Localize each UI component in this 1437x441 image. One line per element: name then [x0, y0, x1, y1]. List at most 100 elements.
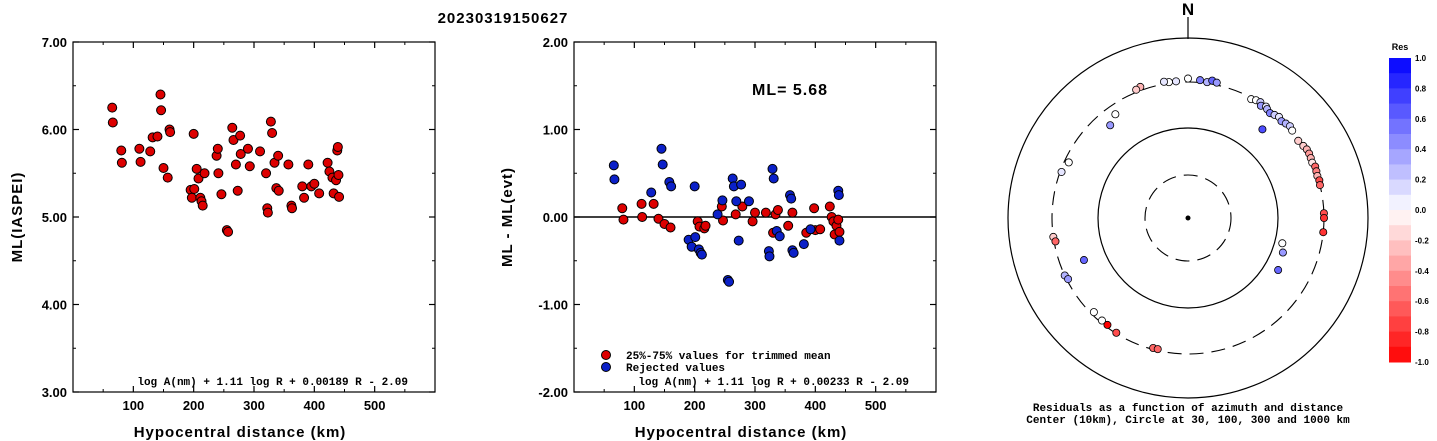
colorbar-title: Res — [1392, 42, 1409, 52]
y-axis-label: ML - ML(evt) — [499, 167, 516, 267]
data-point — [227, 122, 238, 133]
legend-accepted-label: 25%-75% values for trimmed mean — [626, 351, 831, 363]
data-point — [618, 214, 629, 225]
x-tick-label: 400 — [303, 398, 325, 413]
data-point — [107, 117, 118, 128]
y-tick-label: -2.00 — [538, 385, 568, 400]
colorbar-segment — [1389, 240, 1411, 257]
data-point — [788, 247, 799, 258]
data-point — [116, 145, 127, 156]
y-tick-label: 2.00 — [543, 35, 568, 50]
colorbar-segment — [1389, 301, 1411, 317]
colorbar-segment — [1389, 103, 1411, 120]
residual-vs-distance-chart: 100 200 300 400 500 -2.00 -1.00 0.00 1.00 2.00 ML… — [499, 35, 937, 441]
data-point — [717, 195, 728, 206]
data-point — [262, 207, 273, 218]
azimuth-residual-map: N Residuals as a function of azimuth and… — [1007, 0, 1429, 427]
colorbar-tick-label: 1.0 — [1415, 54, 1427, 63]
center-point — [1185, 215, 1191, 221]
x-axis-label: Hypocentral distance (km) — [635, 424, 848, 441]
station-point — [1294, 136, 1303, 145]
data-point — [273, 185, 284, 196]
colorbar-tick-label: -0.4 — [1415, 267, 1429, 276]
y-tick-label: 3.00 — [42, 385, 67, 400]
y-tick-label: 4.00 — [42, 298, 67, 313]
figure-title: 20230319150627 — [438, 10, 569, 27]
station-point — [1315, 181, 1324, 190]
y-tick-label: 7.00 — [42, 35, 67, 50]
colorbar-tick-label: 0.8 — [1415, 84, 1427, 93]
data-point — [235, 149, 246, 159]
ml-value-label: ML= 5.68 — [752, 82, 828, 99]
colorbar-segment — [1389, 179, 1411, 196]
station-point — [1064, 275, 1073, 284]
colorbar-tick-label: -1.0 — [1415, 358, 1429, 367]
axis-ticks: 100 200 300 400 500 -2.00 -1.00 0.00 1.00 2.00 — [538, 35, 936, 413]
data-point — [689, 181, 700, 192]
station-point — [1258, 125, 1267, 134]
data-point — [774, 231, 785, 242]
data-point — [189, 184, 200, 194]
data-point — [152, 131, 163, 142]
x-tick-label: 400 — [804, 398, 826, 413]
data-point — [657, 159, 668, 170]
data-point — [255, 146, 266, 157]
data-point — [162, 172, 173, 183]
station-point — [1153, 345, 1162, 354]
data-point — [155, 89, 166, 100]
data-point — [199, 168, 210, 179]
colorbar-tick-label: 0.2 — [1415, 176, 1427, 185]
data-point — [299, 192, 310, 203]
data-point — [135, 156, 146, 167]
data-point — [314, 188, 325, 199]
data-point — [764, 251, 775, 262]
data-point — [191, 163, 202, 174]
colorbar-segment — [1389, 286, 1411, 302]
data-point — [833, 214, 844, 225]
data-point — [188, 128, 199, 139]
data-point — [809, 203, 820, 214]
ml-vs-distance-chart: 100 200 300 400 500 3.00 4.00 5.00 6.00 7.00 ML(I… — [9, 35, 436, 441]
colorbar-tick-label: -0.2 — [1415, 236, 1429, 245]
colorbar-tick-label: 0.6 — [1415, 115, 1427, 124]
data-point — [743, 196, 754, 207]
data-point — [134, 143, 145, 154]
station-point — [1112, 328, 1121, 337]
data-point — [805, 224, 816, 235]
colorbar-tick-label: 0.4 — [1415, 145, 1427, 154]
station-points — [1049, 74, 1329, 354]
data-point — [712, 209, 723, 220]
data-point — [197, 200, 208, 211]
data-point — [283, 159, 294, 170]
data-point — [733, 235, 744, 246]
colorbar-segment — [1389, 194, 1411, 211]
data-point — [787, 207, 798, 218]
data-point — [116, 157, 127, 168]
colorbar-segment — [1389, 118, 1411, 135]
station-point — [1051, 237, 1060, 246]
station-point — [1320, 213, 1329, 222]
colorbar — [1389, 58, 1411, 363]
data-point — [730, 209, 741, 220]
data-point — [617, 203, 628, 214]
data-point — [690, 232, 701, 243]
colorbar-segment — [1389, 225, 1411, 241]
station-point — [1097, 316, 1106, 325]
data-point — [833, 190, 844, 201]
data-point — [767, 163, 778, 174]
data-point — [303, 159, 314, 170]
data-point — [824, 201, 835, 212]
data-point — [656, 143, 667, 154]
x-tick-label: 100 — [122, 398, 144, 413]
legend-rejected-label: Rejected values — [626, 363, 725, 375]
data-point — [609, 174, 620, 185]
data-point — [232, 185, 243, 196]
data-point — [333, 170, 344, 180]
data-point — [309, 178, 320, 189]
data-point — [223, 226, 234, 237]
colorbar-segment — [1389, 73, 1411, 89]
station-point — [1274, 266, 1283, 275]
data-point — [265, 116, 276, 127]
data-point — [772, 205, 783, 215]
